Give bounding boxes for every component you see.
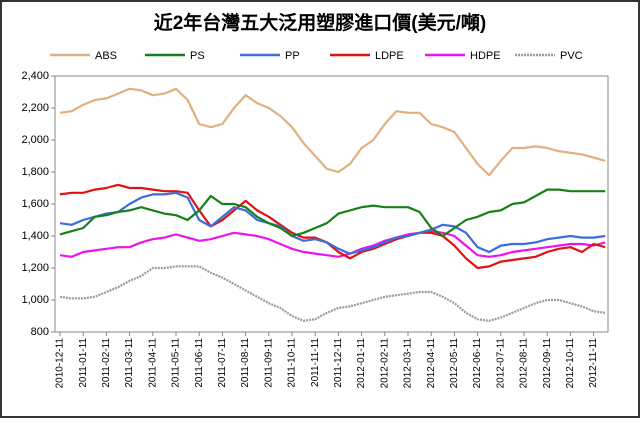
x-tick-label: 2011-12-11 — [333, 338, 344, 388]
x-tick-label: 2011-07-11 — [217, 338, 228, 388]
y-tick-label: 1,000 — [21, 294, 49, 306]
x-tick-label: 2012-10-11 — [565, 338, 576, 389]
x-tick-label: 2011-09-11 — [263, 338, 274, 388]
series-line — [59, 188, 606, 238]
legend-label: PP — [285, 50, 300, 62]
plot-area — [54, 75, 609, 333]
x-tick-label: 2011-03-11 — [124, 338, 135, 388]
series-line — [59, 183, 606, 270]
x-tick-label: 2012-11-11 — [588, 338, 599, 388]
x-tick-label: 2011-08-11 — [240, 338, 251, 388]
y-tick-label: 1,800 — [21, 166, 49, 178]
x-tick-label: 2011-01-11 — [78, 338, 89, 388]
series-line — [59, 230, 606, 258]
x-tick-label: 2011-04-11 — [147, 338, 158, 388]
x-tick-label: 2012-02-11 — [379, 338, 390, 389]
x-tick-label: 2010-12-11 — [55, 338, 66, 389]
legend-label: PVC — [560, 50, 583, 62]
legend-label: HDPE — [470, 50, 501, 62]
series-line — [59, 87, 606, 177]
x-tick-label: 2011-05-11 — [171, 338, 182, 388]
x-tick-label: 2012-05-11 — [449, 338, 460, 389]
chart-title: 近2年台灣五大泛用塑膠進口價(美元/噸) — [154, 11, 487, 34]
x-tick-label: 2012-04-11 — [426, 338, 437, 389]
x-tick-label: 2012-03-11 — [403, 338, 414, 389]
series-line — [59, 265, 606, 322]
y-tick-label: 2,400 — [21, 70, 49, 82]
x-tick-label: 2012-08-11 — [519, 338, 530, 389]
y-tick-label: 1,600 — [21, 198, 49, 210]
y-tick-label: 1,400 — [21, 230, 49, 242]
legend-label: ABS — [95, 50, 117, 62]
x-tick-label: 2012-09-11 — [542, 338, 553, 389]
x-tick-label: 2012-07-11 — [495, 338, 506, 389]
legend-label: PS — [190, 50, 205, 62]
y-tick-label: 800 — [31, 326, 49, 338]
x-tick-label: 2012-06-11 — [472, 338, 483, 389]
series-line — [59, 191, 606, 255]
x-tick-label: 2012-01-11 — [356, 338, 367, 389]
legend-label: LDPE — [375, 50, 404, 62]
y-tick-label: 1,200 — [21, 262, 49, 274]
y-tick-label: 2,200 — [21, 102, 49, 114]
x-tick-label: 2011-06-11 — [194, 338, 205, 388]
x-tick-label: 2011-10-11 — [287, 338, 298, 388]
x-tick-label: 2011-02-11 — [101, 338, 112, 388]
y-tick-label: 2,000 — [21, 134, 49, 146]
x-tick-label: 2011-11-11 — [310, 338, 321, 387]
